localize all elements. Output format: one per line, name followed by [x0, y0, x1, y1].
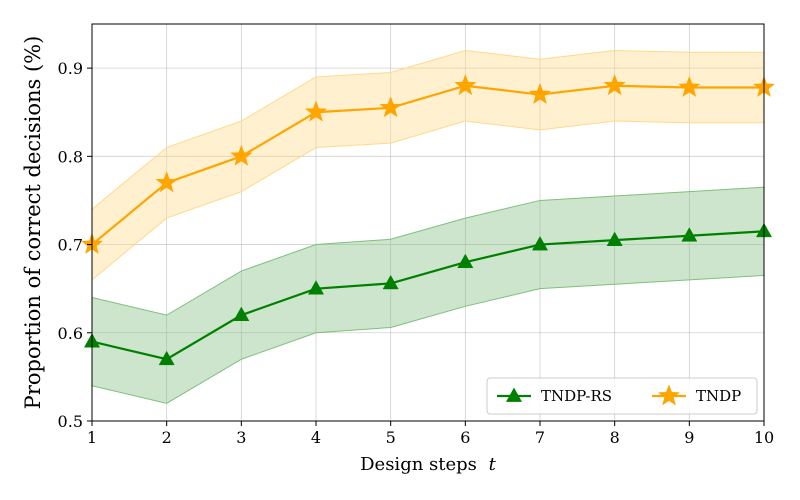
legend-label-tndp-rs: TNDP-RS [541, 387, 612, 405]
y-tick-label: 0.6 [58, 324, 83, 343]
line-tndp-rs [91, 230, 765, 361]
point-tndp [454, 74, 477, 96]
y-tick-label: 0.7 [58, 236, 83, 255]
line-tndp [91, 84, 764, 246]
point-tndp-rs [681, 227, 698, 242]
point-tndp [155, 171, 178, 193]
x-tick-label: 7 [535, 428, 545, 447]
legend-item-tndp-rs: TNDP-RS [497, 387, 612, 405]
point-tndp [379, 96, 402, 118]
x-tick-label: 5 [386, 428, 396, 447]
legend-label-tndp: TNDP [696, 387, 741, 405]
y-tick-label: 0.9 [58, 59, 83, 78]
x-tick-label: 9 [684, 428, 694, 447]
point-tndp [603, 74, 626, 96]
legend-item-tndp: TNDP [652, 384, 741, 406]
point-tndp-rs [531, 236, 549, 251]
x-axis-label: Design steps t [360, 454, 497, 475]
legend: TNDP-RS TNDP [486, 377, 758, 415]
point-tndp [304, 100, 328, 122]
point-tndp [678, 75, 701, 98]
x-tick-label: 2 [162, 428, 172, 447]
legend-box [486, 377, 758, 415]
point-tndp [230, 144, 253, 166]
x-tick-label: 4 [311, 428, 321, 447]
x-tick-label: 3 [236, 428, 246, 447]
y-tick-label: 0.5 [58, 412, 83, 431]
x-tick-label: 6 [460, 428, 470, 447]
point-tndp-rs [382, 274, 399, 290]
x-tick-label: 1 [87, 428, 97, 447]
legend-marker-tndp-rs [505, 387, 523, 402]
point-tndp-rs [606, 231, 623, 246]
point-tndp-rs [158, 350, 175, 366]
x-axis-label-variable: t [489, 454, 497, 475]
point-tndp-rs [233, 306, 250, 321]
series-lines [91, 84, 765, 361]
x-tick-label: 10 [754, 428, 774, 447]
point-tndp [528, 82, 552, 105]
y-tick-label: 0.8 [58, 147, 83, 166]
axis-ticks: 1 2 3 4 5 6 7 8 9 10 0.5 0.6 0.7 0.8 0.9 [58, 59, 775, 447]
point-tndp-rs [457, 253, 474, 269]
y-axis-label: Proportion of correct decisions (%) [21, 36, 45, 410]
plot-frame [91, 23, 765, 422]
x-axis-label-text: Design steps [360, 454, 477, 475]
confidence-bands [91, 49, 765, 404]
x-tick-label: 8 [610, 428, 620, 447]
legend-marker-tndp [657, 384, 681, 406]
point-tndp-rs [307, 280, 325, 295]
band-tndp-rs [91, 186, 765, 404]
